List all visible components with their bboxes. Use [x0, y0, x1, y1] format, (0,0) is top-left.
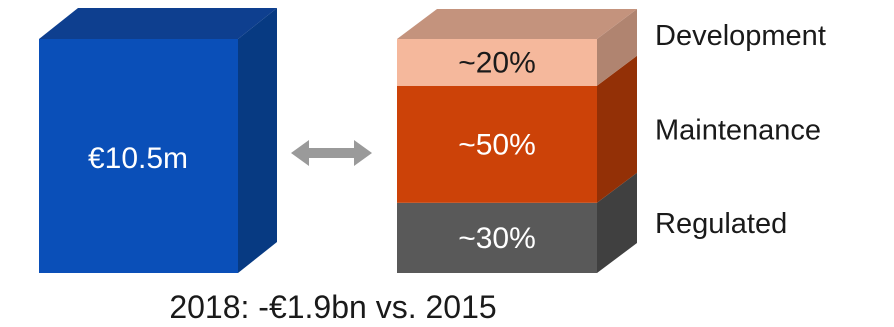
- segment-side-development: [597, 9, 637, 86]
- segment-front-regulated: [397, 202, 597, 273]
- segment-value-label-regulated: ~30%: [458, 222, 536, 255]
- segment-front-maintenance: [397, 85, 597, 203]
- total-block-top: [39, 8, 277, 39]
- segment-side-regulated: [597, 172, 637, 273]
- segment-top-development: [397, 9, 637, 39]
- stacked-block: ~30% Regulated ~50% Maintenance ~20% Developm…: [397, 9, 826, 273]
- segment-front-development: [397, 39, 597, 86]
- segment-name-label-development: Development: [655, 20, 826, 52]
- double-arrow-icon: [291, 140, 372, 166]
- total-value-label: €10.5m: [88, 142, 188, 175]
- segment-value-label-development: ~20%: [458, 46, 536, 79]
- total-block-side: [238, 8, 277, 273]
- segment-name-label-maintenance: Maintenance: [655, 114, 821, 146]
- total-block-front: [39, 39, 238, 273]
- segment-side-maintenance: [597, 55, 637, 203]
- chart-caption: 2018: -€1.9bn vs. 2015: [169, 289, 496, 325]
- segment-value-label-maintenance: ~50%: [458, 128, 536, 161]
- total-block: €10.5m: [39, 8, 277, 273]
- segment-name-label-regulated: Regulated: [655, 208, 787, 240]
